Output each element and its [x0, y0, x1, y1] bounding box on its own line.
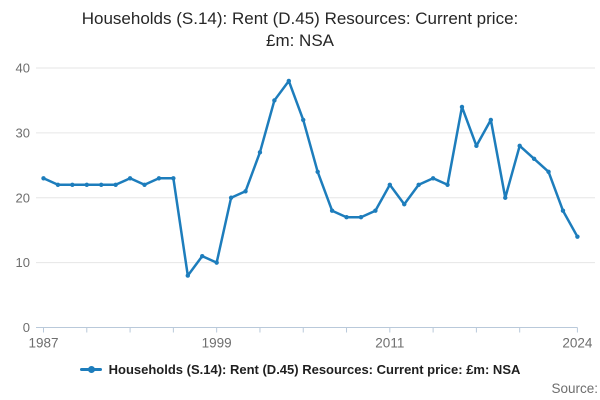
x-axis-label: 2011 [375, 336, 404, 351]
data-point-marker[interactable] [113, 182, 118, 187]
data-point-marker[interactable] [301, 117, 306, 123]
data-point-marker[interactable] [41, 176, 46, 181]
legend-label: Households (S.14): Rent (D.45) Resources… [108, 362, 521, 377]
data-point-marker[interactable] [171, 176, 176, 181]
data-point-marker[interactable] [127, 176, 133, 181]
data-point-marker[interactable] [358, 215, 364, 220]
data-point-marker[interactable] [546, 169, 551, 174]
y-axis-label: 0 [23, 320, 30, 335]
data-point-marker[interactable] [228, 195, 234, 200]
data-point-marker[interactable] [55, 182, 61, 187]
y-axis-label: 40 [16, 61, 30, 76]
data-point-marker[interactable] [430, 176, 436, 181]
data-point-marker[interactable] [272, 98, 277, 103]
y-axis-label: 20 [16, 190, 30, 205]
data-point-marker[interactable] [84, 182, 89, 187]
series-line [42, 79, 579, 277]
x-axis-label: 1987 [28, 336, 58, 351]
data-point-marker[interactable] [344, 215, 349, 220]
chart-title-line-2: £m: NSA [265, 31, 335, 50]
data-point-marker[interactable] [214, 260, 219, 265]
data-point-marker[interactable] [474, 143, 479, 149]
data-point-marker[interactable] [503, 195, 508, 200]
data-point-marker[interactable] [142, 182, 147, 187]
data-point-marker[interactable] [70, 182, 75, 187]
data-point-marker[interactable] [373, 208, 378, 213]
legend-line-marker-icon [79, 365, 102, 374]
data-point-marker[interactable] [402, 202, 407, 207]
data-point-marker[interactable] [315, 169, 320, 174]
plot-area: 0 10 20 30 40 1987 1999 2011 2024 [16, 61, 595, 351]
y-axis-label: 10 [16, 255, 30, 270]
legend[interactable]: Households (S.14): Rent (D.45) Resources… [0, 362, 600, 377]
data-point-marker[interactable] [156, 176, 162, 181]
data-point-marker[interactable] [99, 182, 104, 187]
legend-marker-dot [87, 366, 95, 373]
y-axis-label: 30 [16, 125, 30, 140]
data-point-marker[interactable] [488, 117, 494, 123]
data-point-marker[interactable] [286, 78, 292, 84]
data-point-marker[interactable] [531, 156, 537, 162]
data-point-marker[interactable] [416, 182, 421, 187]
data-point-marker[interactable] [387, 182, 393, 187]
chart-title-line-1: Households (S.14): Rent (D.45) Resources… [81, 9, 519, 28]
x-axis-label: 2024 [562, 336, 593, 351]
x-axis-label: 1999 [202, 336, 232, 351]
data-point-marker[interactable] [575, 234, 580, 239]
data-point-marker[interactable] [517, 143, 522, 149]
chart-title: Households (S.14): Rent (D.45) Resources… [0, 8, 600, 52]
source-caption: Source: [551, 381, 598, 396]
data-point-marker[interactable] [243, 189, 248, 194]
data-point-marker[interactable] [560, 208, 566, 213]
data-point-marker[interactable] [185, 273, 190, 278]
data-point-marker[interactable] [329, 208, 335, 213]
data-point-marker[interactable] [445, 182, 450, 187]
data-point-marker[interactable] [200, 253, 205, 259]
data-point-marker[interactable] [459, 104, 465, 110]
data-point-marker[interactable] [257, 150, 263, 155]
